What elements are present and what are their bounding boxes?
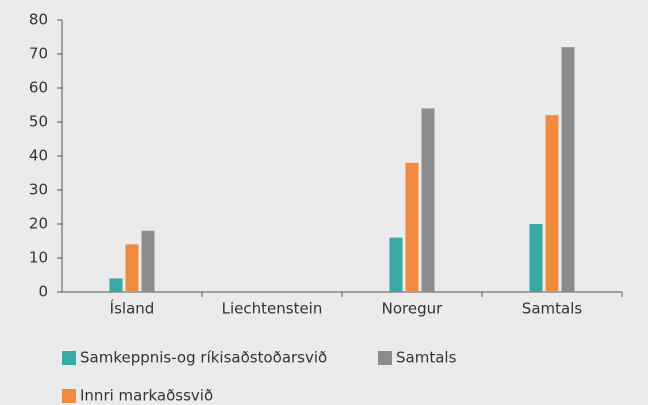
y-tick-label: 70 [29, 45, 48, 63]
bar [405, 162, 419, 292]
x-tick-label: Samtals [522, 300, 583, 318]
bar [109, 278, 123, 292]
bar [125, 244, 139, 292]
y-tick-label: 20 [29, 215, 48, 233]
x-tick-label: Liechtenstein [222, 300, 323, 318]
y-tick-label: 40 [29, 147, 48, 165]
x-tick-label: Noregur [382, 300, 443, 318]
bar [141, 230, 155, 292]
legend-swatch [62, 351, 76, 365]
legend-label: Samtals [396, 349, 457, 367]
bar [421, 108, 435, 293]
bar [389, 237, 403, 292]
x-tick-label: Ísland [110, 299, 155, 318]
y-tick-label: 80 [29, 11, 48, 29]
legend-swatch [378, 351, 392, 365]
y-tick-label: 10 [29, 249, 48, 267]
y-tick-label: 30 [29, 181, 48, 199]
bar [561, 47, 575, 293]
bar [545, 115, 559, 292]
legend-swatch [62, 389, 76, 403]
y-tick-label: 0 [38, 283, 48, 301]
y-tick-label: 50 [29, 113, 48, 131]
legend-label: Samkeppnis-og ríkisaðstoðarsvið [80, 349, 327, 367]
legend-label: Innri markaðssvið [80, 387, 213, 405]
y-tick-label: 60 [29, 79, 48, 97]
bar [529, 224, 543, 292]
